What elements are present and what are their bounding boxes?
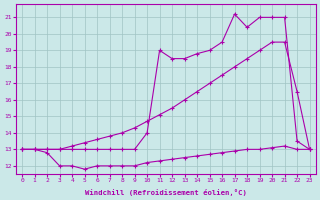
X-axis label: Windchill (Refroidissement éolien,°C): Windchill (Refroidissement éolien,°C) [85,189,247,196]
